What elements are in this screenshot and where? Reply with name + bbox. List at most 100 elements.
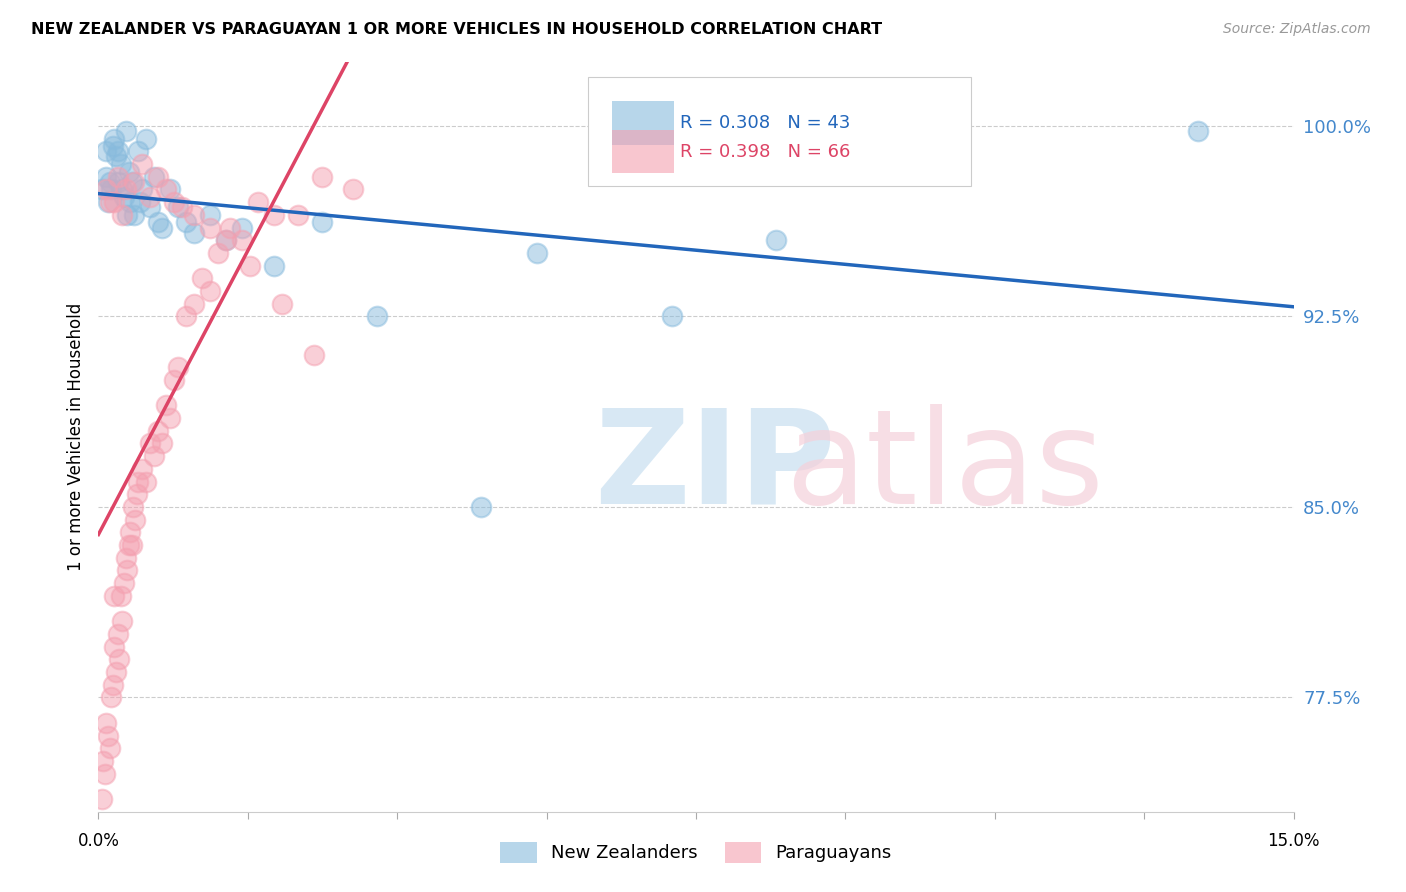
Point — [107, 627, 129, 641]
Point — [139, 190, 162, 204]
Point — [103, 640, 125, 654]
Point — [148, 169, 170, 184]
Point — [91, 182, 114, 196]
Point — [302, 347, 325, 361]
Point — [97, 729, 120, 743]
Point — [96, 145, 118, 159]
Point — [143, 449, 166, 463]
Point — [115, 182, 138, 196]
Point — [107, 145, 129, 159]
Point — [103, 589, 125, 603]
Point — [159, 182, 181, 196]
Point — [526, 246, 548, 260]
Point — [96, 715, 118, 730]
FancyBboxPatch shape — [613, 130, 675, 173]
Point — [103, 131, 125, 145]
Point — [90, 792, 112, 806]
Point — [139, 200, 162, 214]
Text: R = 0.308   N = 43: R = 0.308 N = 43 — [681, 114, 851, 132]
Point — [311, 215, 333, 229]
Text: 0.0%: 0.0% — [77, 832, 120, 850]
Point — [167, 360, 190, 375]
Point — [112, 190, 135, 204]
Point — [104, 665, 127, 679]
Point — [124, 175, 146, 189]
Point — [143, 169, 166, 184]
Point — [163, 195, 186, 210]
Point — [163, 373, 186, 387]
Text: NEW ZEALANDER VS PARAGUAYAN 1 OR MORE VEHICLES IN HOUSEHOLD CORRELATION CHART: NEW ZEALANDER VS PARAGUAYAN 1 OR MORE VE… — [31, 22, 882, 37]
Point — [215, 233, 238, 247]
Point — [287, 208, 309, 222]
Text: ZIP: ZIP — [595, 403, 837, 531]
Point — [231, 233, 253, 247]
Text: R = 0.398   N = 66: R = 0.398 N = 66 — [681, 143, 851, 161]
Point — [98, 195, 122, 210]
Point — [159, 411, 181, 425]
Point — [124, 208, 146, 222]
Point — [174, 215, 197, 229]
Point — [127, 475, 149, 489]
Point — [122, 500, 145, 514]
Point — [104, 149, 127, 163]
Point — [198, 284, 221, 298]
Legend: New Zealanders, Paraguayans: New Zealanders, Paraguayans — [494, 835, 898, 870]
Point — [263, 259, 285, 273]
Point — [131, 462, 153, 476]
Point — [765, 233, 787, 247]
Point — [121, 175, 143, 189]
Point — [120, 195, 142, 210]
Point — [183, 208, 205, 222]
Point — [100, 182, 122, 196]
Point — [96, 182, 118, 196]
Point — [172, 200, 194, 214]
Point — [118, 538, 141, 552]
Point — [110, 589, 132, 603]
Point — [107, 175, 129, 189]
Point — [112, 576, 135, 591]
Point — [231, 220, 253, 235]
Point — [124, 513, 146, 527]
Point — [120, 525, 142, 540]
Point — [114, 550, 136, 565]
Point — [239, 259, 262, 273]
Point — [661, 310, 683, 324]
Point — [148, 215, 170, 229]
Point — [198, 208, 221, 222]
FancyBboxPatch shape — [613, 102, 675, 145]
Point — [215, 233, 238, 247]
Point — [103, 195, 125, 210]
Point — [148, 424, 170, 438]
Point — [111, 614, 134, 628]
Point — [1187, 124, 1209, 138]
Point — [111, 208, 134, 222]
Point — [98, 741, 121, 756]
Point — [101, 139, 124, 153]
Point — [111, 182, 134, 196]
Text: Source: ZipAtlas.com: Source: ZipAtlas.com — [1223, 22, 1371, 37]
Point — [125, 487, 148, 501]
Point — [128, 195, 150, 210]
Point — [101, 678, 124, 692]
Point — [115, 563, 138, 577]
Point — [135, 131, 157, 145]
Text: atlas: atlas — [786, 403, 1105, 531]
FancyBboxPatch shape — [589, 78, 972, 186]
Point — [115, 124, 138, 138]
Point — [207, 246, 229, 260]
Point — [246, 195, 269, 210]
Point — [155, 182, 177, 196]
Point — [131, 182, 153, 196]
Point — [91, 754, 114, 768]
Point — [107, 169, 129, 184]
Point — [263, 208, 285, 222]
Point — [191, 271, 214, 285]
Point — [96, 169, 118, 184]
Point — [342, 182, 364, 196]
Point — [366, 310, 388, 324]
Text: 15.0%: 15.0% — [1267, 832, 1320, 850]
Point — [100, 690, 122, 705]
Point — [97, 195, 120, 210]
Point — [110, 157, 132, 171]
Point — [219, 220, 242, 235]
